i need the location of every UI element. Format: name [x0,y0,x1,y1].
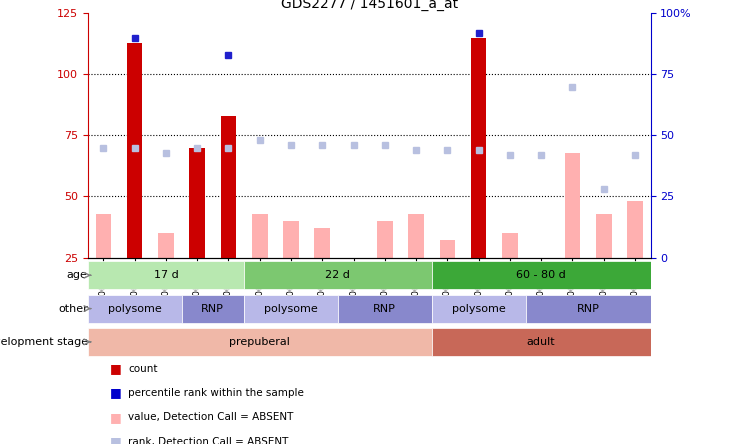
Text: ■: ■ [110,411,121,424]
Text: 17 d: 17 d [154,270,178,280]
Text: 60 - 80 d: 60 - 80 d [516,270,566,280]
Bar [189,148,205,258]
Bar [158,233,174,258]
Bar [526,295,651,322]
Bar [181,295,244,322]
Bar [471,38,486,258]
Bar [221,116,236,258]
Text: ■: ■ [110,386,121,400]
Bar [408,214,424,258]
Text: adult: adult [527,337,556,347]
Bar [88,295,181,322]
Text: rank, Detection Call = ABSENT: rank, Detection Call = ABSENT [128,437,288,444]
Bar [432,261,651,289]
Text: RNP: RNP [374,304,396,313]
Bar [96,214,111,258]
Text: 22 d: 22 d [325,270,350,280]
Text: percentile rank within the sample: percentile rank within the sample [128,388,304,398]
Bar [502,233,518,258]
Bar [377,221,393,258]
Title: GDS2277 / 1451601_a_at: GDS2277 / 1451601_a_at [281,0,458,11]
Text: other: other [58,304,88,313]
Bar [564,153,580,258]
Text: polysome: polysome [452,304,505,313]
Text: prepuberal: prepuberal [230,337,290,347]
Text: age: age [67,270,88,280]
Text: polysome: polysome [107,304,162,313]
Text: ■: ■ [110,435,121,444]
Bar [283,221,299,258]
Bar [596,214,612,258]
Bar [432,295,526,322]
Text: ■: ■ [110,362,121,375]
Text: RNP: RNP [577,304,599,313]
Bar [346,258,361,285]
Text: RNP: RNP [201,304,224,313]
Bar [88,328,432,356]
Bar [88,261,244,289]
Text: count: count [128,364,157,373]
Bar [221,214,236,258]
Text: development stage: development stage [0,337,88,347]
Bar [244,261,432,289]
Bar [244,295,338,322]
Bar [314,228,330,258]
Bar [627,202,643,258]
Bar [471,214,486,258]
Text: value, Detection Call = ABSENT: value, Detection Call = ABSENT [128,412,293,422]
Bar [189,214,205,258]
Bar [126,43,143,258]
Bar [432,328,651,356]
Bar [126,214,143,258]
Text: polysome: polysome [264,304,318,313]
Bar [338,295,432,322]
Bar [439,241,455,258]
Bar [252,214,268,258]
